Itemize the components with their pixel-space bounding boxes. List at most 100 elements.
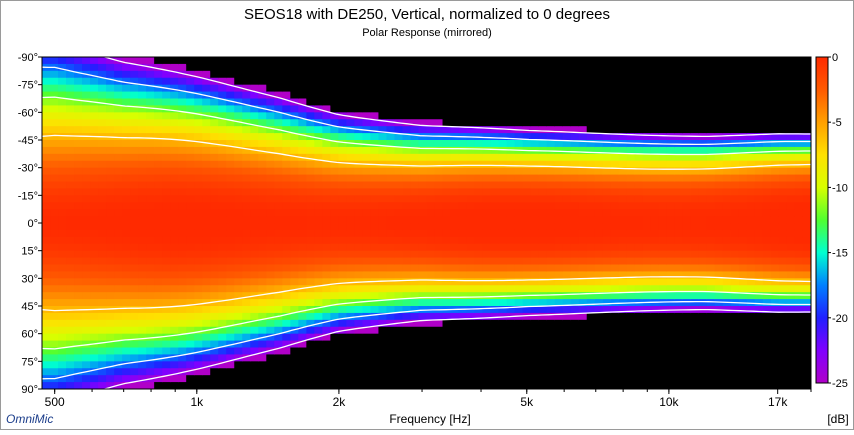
heatmap-cell	[634, 229, 644, 238]
heatmap-cell	[274, 119, 283, 127]
heatmap-cell	[234, 333, 243, 342]
heatmap-cell	[338, 188, 347, 196]
heatmap-cell	[786, 195, 796, 203]
heatmap-cell	[770, 340, 780, 349]
heatmap-cell	[410, 361, 420, 369]
heatmap-cell	[498, 216, 508, 224]
heatmap-cell	[322, 84, 331, 93]
heatmap-cell	[674, 77, 684, 86]
heatmap-cell	[618, 195, 628, 203]
heatmap-cell	[210, 105, 219, 113]
heatmap-cell	[378, 98, 388, 107]
heatmap-cell	[250, 216, 259, 224]
heatmap-cell	[130, 299, 139, 307]
heatmap-cell	[778, 243, 788, 252]
heatmap-cell	[226, 306, 235, 314]
heatmap-cell	[682, 236, 692, 245]
heatmap-cell	[250, 133, 259, 141]
heatmap-cell	[586, 153, 596, 162]
heatmap-cell	[226, 146, 235, 155]
heatmap-cell	[162, 209, 171, 217]
heatmap-cell	[634, 202, 644, 210]
heatmap-cell	[602, 354, 612, 362]
heatmap-cell	[122, 271, 131, 279]
heatmap-cell	[570, 271, 580, 279]
heatmap-cell	[322, 292, 331, 300]
heatmap-cell	[634, 236, 644, 245]
heatmap-cell	[490, 112, 500, 120]
heatmap-cell	[234, 361, 243, 369]
heatmap-cell	[674, 84, 684, 93]
heatmap-cell	[362, 340, 372, 349]
heatmap-cell	[786, 174, 796, 183]
heatmap-cell	[138, 70, 147, 79]
heatmap-cell	[466, 333, 476, 342]
heatmap-cell	[322, 188, 331, 196]
heatmap-cell	[394, 57, 404, 65]
heatmap-cell	[394, 243, 404, 252]
heatmap-cell	[114, 202, 123, 210]
heatmap-cell	[418, 271, 428, 279]
heatmap-cell	[194, 250, 203, 259]
heatmap-cell	[442, 361, 452, 369]
heatmap-cell	[802, 223, 811, 231]
heatmap-cell	[498, 306, 508, 314]
heatmap-cell	[170, 361, 179, 369]
heatmap-cell	[42, 264, 51, 273]
heatmap-cell	[178, 70, 187, 79]
heatmap-cell	[730, 153, 740, 162]
heatmap-cell	[50, 126, 59, 134]
heatmap-cell	[66, 209, 75, 217]
heatmap-cell	[194, 126, 203, 134]
heatmap-cell	[178, 243, 187, 252]
heatmap-cell	[770, 361, 780, 369]
heatmap-cell	[306, 340, 315, 349]
heatmap-cell	[234, 202, 243, 210]
heatmap-cell	[242, 312, 251, 321]
heatmap-cell	[482, 153, 492, 162]
heatmap-cell	[338, 354, 347, 362]
heatmap-cell	[578, 236, 588, 245]
heatmap-cell	[522, 257, 532, 266]
heatmap-cell	[794, 77, 804, 86]
heatmap-cell	[586, 354, 596, 362]
heatmap-cell	[186, 236, 195, 245]
heatmap-cell	[730, 278, 740, 286]
heatmap-cell	[682, 312, 692, 321]
heatmap-cell	[314, 126, 323, 134]
heatmap-cell	[394, 70, 404, 79]
heatmap-cell	[194, 216, 203, 224]
heatmap-cell	[802, 133, 811, 141]
heatmap-cell	[506, 223, 516, 231]
heatmap-cell	[226, 195, 235, 203]
heatmap-cell	[482, 105, 492, 113]
heatmap-cell	[546, 326, 556, 335]
heatmap-cell	[154, 140, 163, 148]
heatmap-cell	[50, 229, 59, 238]
heatmap-cell	[642, 209, 652, 217]
heatmap-cell	[578, 112, 588, 120]
heatmap-cell	[266, 195, 275, 203]
heatmap-cell	[770, 223, 780, 231]
heatmap-cell	[162, 312, 171, 321]
heatmap-cell	[258, 347, 267, 356]
heatmap-cell	[594, 292, 604, 300]
heatmap-cell	[450, 243, 460, 252]
heatmap-cell	[522, 250, 532, 259]
heatmap-cell	[666, 126, 676, 134]
heatmap-cell	[674, 271, 684, 279]
heatmap-cell	[498, 181, 508, 190]
heatmap-cell	[298, 167, 307, 176]
heatmap-cell	[410, 70, 420, 79]
heatmap-cell	[82, 354, 91, 362]
heatmap-cell	[122, 188, 131, 196]
heatmap-cell	[794, 257, 804, 266]
heatmap-cell	[530, 229, 540, 238]
heatmap-cell	[194, 202, 203, 210]
heatmap-cell	[538, 236, 548, 245]
heatmap-cell	[98, 250, 107, 259]
heatmap-cell	[730, 105, 740, 113]
heatmap-cell	[298, 112, 307, 120]
heatmap-cell	[58, 112, 67, 120]
heatmap-cell	[226, 223, 235, 231]
